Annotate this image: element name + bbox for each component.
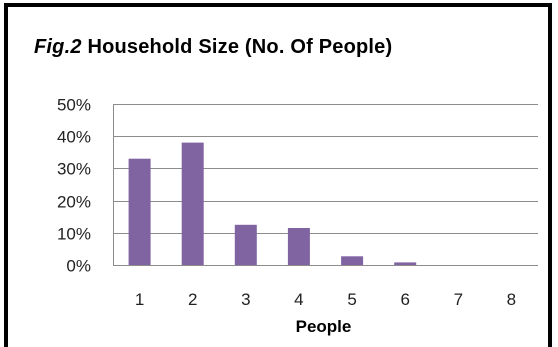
y-tick-label-10: 10% — [57, 225, 91, 244]
chart-frame — [4, 3, 552, 347]
y-tick-label-0: 0% — [66, 257, 91, 276]
y-tick-label-30: 30% — [57, 160, 91, 179]
chart-title-prefix: Fig.2 — [34, 36, 82, 58]
x-tick-label-1: 1 — [135, 290, 144, 309]
bar-2 — [181, 142, 204, 265]
bar-4 — [287, 228, 310, 265]
y-tick-label-40: 40% — [57, 128, 91, 147]
x-tick-label-3: 3 — [241, 290, 250, 309]
y-axis-tick-labels: 0% 10% 20% 30% 40% 50% — [57, 96, 91, 276]
bar-1 — [128, 158, 151, 265]
x-tick-label-6: 6 — [400, 290, 409, 309]
x-tick-label-5: 5 — [347, 290, 356, 309]
chart-title: Fig.2 Household Size (No. Of People) — [34, 36, 392, 59]
x-tick-label-4: 4 — [294, 290, 303, 309]
gridlines — [113, 104, 538, 266]
bars — [128, 142, 417, 266]
y-tick-label-50: 50% — [57, 96, 91, 115]
x-axis-title: People — [296, 317, 352, 336]
chart-title-text: Household Size (No. Of People) — [87, 36, 393, 58]
bar-6 — [394, 262, 417, 265]
x-axis-tick-labels: 1 2 3 4 5 6 7 8 — [135, 290, 516, 309]
bar-5 — [341, 256, 364, 265]
x-tick-label-7: 7 — [454, 290, 463, 309]
bar-3 — [234, 224, 257, 266]
x-tick-label-2: 2 — [188, 290, 197, 309]
y-tick-label-20: 20% — [57, 193, 91, 212]
x-tick-label-8: 8 — [507, 290, 516, 309]
